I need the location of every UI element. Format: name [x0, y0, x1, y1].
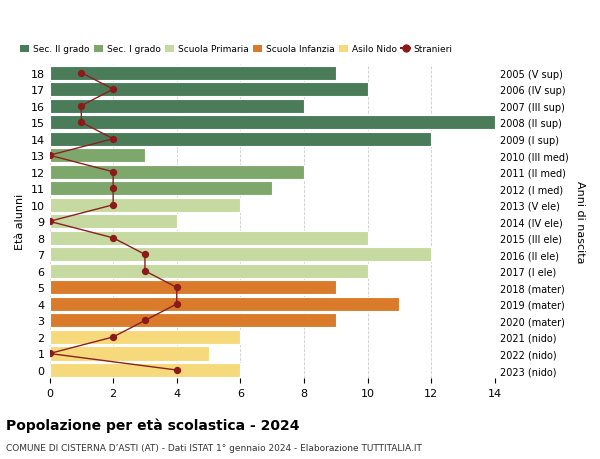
Bar — [50, 165, 304, 179]
Point — [172, 284, 182, 291]
Point — [109, 169, 118, 176]
Point — [45, 350, 55, 358]
Bar — [50, 330, 241, 344]
Point — [109, 235, 118, 242]
Point — [140, 251, 150, 258]
Bar — [50, 347, 209, 361]
Point — [109, 136, 118, 143]
Point — [140, 268, 150, 275]
Bar — [50, 116, 495, 130]
Legend: Sec. II grado, Sec. I grado, Scuola Primaria, Scuola Infanzia, Asilo Nido, Stran: Sec. II grado, Sec. I grado, Scuola Prim… — [17, 41, 456, 58]
Point — [109, 334, 118, 341]
Bar — [50, 67, 336, 80]
Bar — [50, 297, 400, 311]
Point — [45, 152, 55, 160]
Bar — [50, 314, 336, 328]
Bar — [50, 264, 368, 278]
Bar — [50, 231, 368, 245]
Point — [77, 119, 86, 127]
Bar — [50, 198, 241, 213]
Bar — [50, 149, 145, 163]
Bar — [50, 182, 272, 196]
Point — [45, 218, 55, 225]
Bar — [50, 248, 431, 262]
Bar — [50, 281, 336, 295]
Text: Popolazione per età scolastica - 2024: Popolazione per età scolastica - 2024 — [6, 418, 299, 432]
Y-axis label: Anni di nascita: Anni di nascita — [575, 181, 585, 263]
Bar — [50, 83, 368, 97]
Bar — [50, 363, 241, 377]
Point — [77, 70, 86, 77]
Point — [109, 185, 118, 192]
Point — [77, 103, 86, 110]
Bar — [50, 132, 431, 146]
Bar — [50, 215, 177, 229]
Text: COMUNE DI CISTERNA D’ASTI (AT) - Dati ISTAT 1° gennaio 2024 - Elaborazione TUTTI: COMUNE DI CISTERNA D’ASTI (AT) - Dati IS… — [6, 443, 422, 452]
Point — [172, 301, 182, 308]
Point — [140, 317, 150, 325]
Point — [172, 367, 182, 374]
Bar — [50, 100, 304, 113]
Y-axis label: Età alunni: Età alunni — [15, 194, 25, 250]
Point — [109, 86, 118, 94]
Point — [109, 202, 118, 209]
